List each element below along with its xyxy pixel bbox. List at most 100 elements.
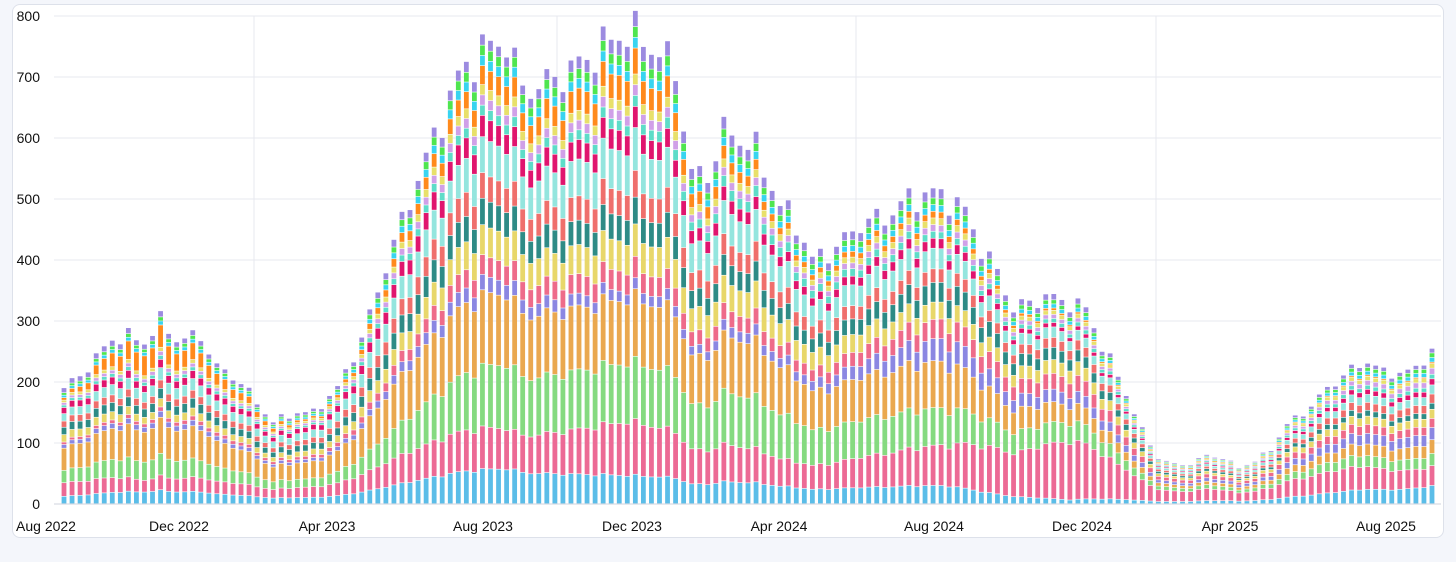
bar-segment: [1276, 443, 1282, 445]
bar-segment: [1244, 489, 1250, 492]
bar-segment: [278, 497, 284, 504]
bar-segment: [1059, 404, 1065, 423]
bar-segment: [1349, 376, 1354, 377]
bar-stack: [946, 215, 952, 504]
bar-segment: [166, 383, 172, 394]
bar-segment: [1035, 397, 1041, 410]
bar-segment: [1139, 473, 1145, 480]
bar-segment: [142, 349, 147, 353]
bar-segment: [166, 401, 172, 411]
bar-segment: [1421, 406, 1427, 414]
bar-segment: [1381, 413, 1387, 419]
bar-segment: [182, 478, 188, 492]
bar-segment: [93, 374, 99, 378]
bar-segment: [1164, 490, 1169, 502]
bar-segment: [1139, 430, 1145, 432]
bar-segment: [367, 338, 373, 342]
bar-segment: [1172, 482, 1177, 485]
bar-segment: [1268, 484, 1274, 489]
bar-segment: [455, 376, 461, 431]
bar-segment: [866, 487, 872, 504]
bar-segment: [673, 478, 678, 504]
bar-segment: [359, 387, 365, 397]
bar-segment: [286, 445, 292, 450]
bar-segment: [488, 202, 493, 228]
bar-segment: [890, 230, 896, 237]
bar-segment: [898, 312, 904, 331]
bar-segment: [455, 81, 461, 91]
bar-segment: [1357, 446, 1362, 457]
bar-segment: [1421, 397, 1427, 406]
bar-segment: [1115, 389, 1121, 392]
bar-segment: [584, 143, 590, 163]
bar-stacks: [61, 10, 1435, 504]
bar-segment: [1228, 473, 1234, 475]
bar-segment: [1147, 468, 1153, 473]
bar-stack: [407, 210, 413, 504]
bar-segment: [463, 192, 469, 217]
bar-segment: [61, 407, 67, 414]
bar-segment: [874, 257, 880, 266]
bar-segment: [1123, 424, 1129, 430]
bar-segment: [632, 224, 638, 257]
bar-segment: [294, 487, 300, 498]
bar-segment: [1228, 490, 1234, 501]
bar-segment: [649, 277, 654, 297]
bar-segment: [230, 412, 236, 421]
bar-segment: [874, 224, 880, 231]
bar-segment: [882, 225, 888, 234]
bar-segment: [1389, 421, 1395, 426]
bar-segment: [970, 295, 976, 308]
bar-segment: [415, 448, 421, 481]
bar-segment: [1107, 457, 1113, 499]
bar-segment: [294, 460, 300, 463]
bar-segment: [592, 154, 598, 173]
bar-segment: [472, 280, 477, 298]
bar-stack: [134, 340, 139, 504]
bar-segment: [1397, 397, 1403, 403]
bar-segment: [1067, 398, 1073, 410]
bar-segment: [327, 414, 332, 420]
bar-segment: [278, 488, 284, 498]
bar-segment: [85, 377, 91, 380]
bar-segment: [246, 387, 252, 391]
bar-segment: [761, 308, 767, 332]
bar-segment: [85, 390, 91, 393]
bar-segment: [946, 300, 952, 319]
bar-segment: [1413, 392, 1419, 398]
bar-segment: [109, 402, 115, 412]
bar-segment: [1172, 474, 1177, 476]
bar-segment: [399, 362, 405, 372]
bar-segment: [1035, 370, 1041, 383]
bar-segment: [657, 142, 662, 161]
bar-segment: [77, 381, 83, 384]
bar-segment: [1260, 473, 1266, 477]
bar-segment: [85, 398, 91, 405]
bar-segment: [1180, 488, 1185, 492]
bar-segment: [134, 398, 139, 406]
bar-segment: [544, 119, 550, 128]
bar-segment: [1188, 480, 1193, 483]
bar-segment: [1003, 305, 1008, 310]
bar-segment: [1099, 362, 1105, 363]
bar-segment: [1212, 476, 1218, 480]
bar-segment: [1156, 466, 1161, 467]
bar-segment: [673, 213, 678, 237]
bar-segment: [882, 361, 888, 377]
bar-segment: [1075, 330, 1081, 340]
bar-segment: [624, 156, 630, 196]
bar-segment: [504, 300, 509, 369]
bar-stack: [246, 387, 252, 504]
bar-stack: [536, 89, 542, 504]
bar-segment: [914, 245, 920, 252]
bar-segment: [101, 397, 107, 405]
bar-segment: [222, 421, 228, 429]
bar-segment: [906, 322, 912, 341]
bar-segment: [1252, 476, 1258, 479]
bar-segment: [496, 469, 501, 504]
bar-segment: [1075, 421, 1081, 441]
bar-segment: [182, 385, 188, 396]
bar-segment: [93, 401, 99, 409]
bar-segment: [1228, 484, 1234, 487]
bar-segment: [914, 233, 920, 240]
